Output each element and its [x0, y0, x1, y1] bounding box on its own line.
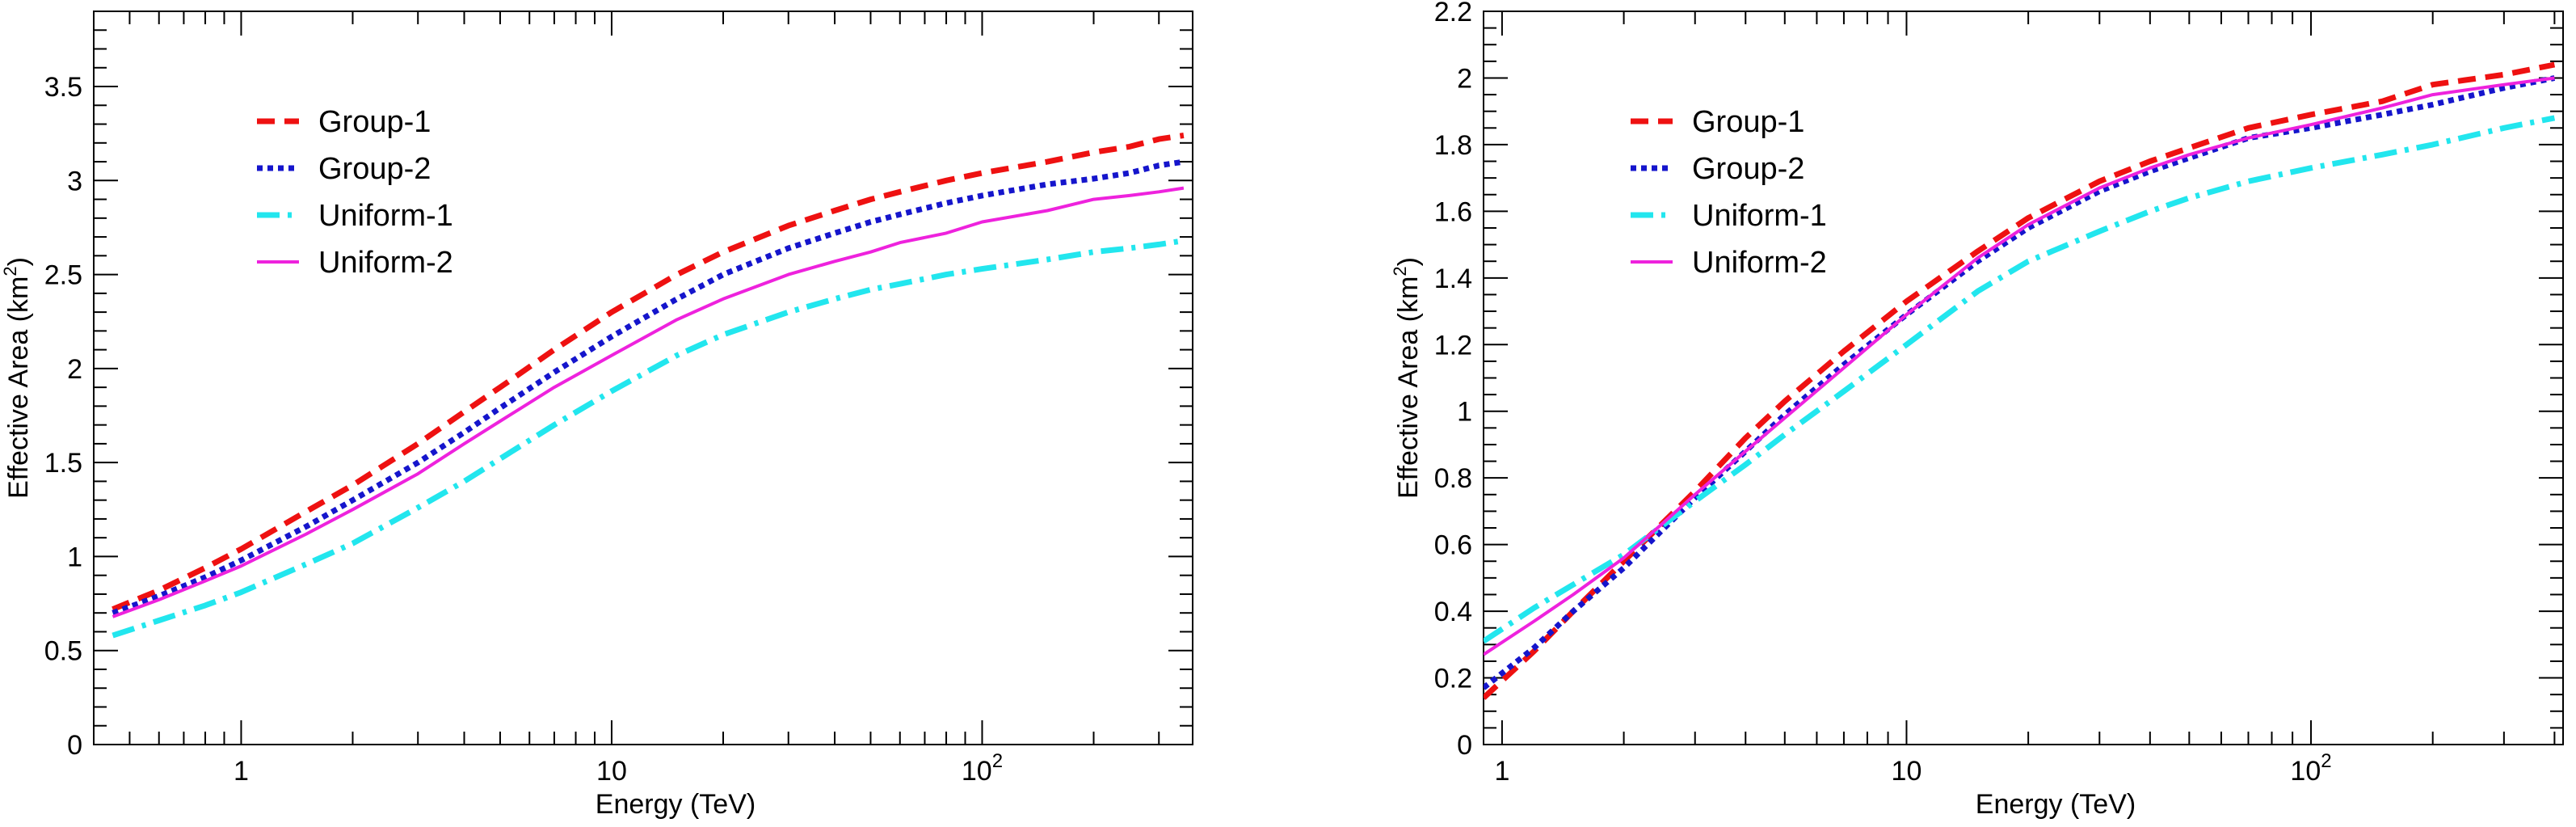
x-tick-label-base: 10	[2290, 756, 2321, 787]
legend-label: Uniform-2	[318, 246, 453, 280]
legend-label: Group-2	[1692, 152, 1804, 186]
y-tick-label: 3.5	[44, 72, 82, 103]
series-line-group-2	[112, 158, 1185, 616]
x-axis-title: Energy (TeV)	[596, 789, 756, 820]
legend-label: Uniform-1	[318, 199, 453, 233]
x-tick-label-exponent: 2	[2321, 750, 2331, 772]
x-axis-title: Energy (TeV)	[1976, 789, 2136, 820]
x-tick-label: 10	[596, 756, 627, 787]
plot-frame	[93, 11, 1193, 745]
x-tick-label: 10	[1892, 756, 1922, 787]
y-tick-label: 0.6	[1434, 530, 1472, 561]
y-tick-label: 1	[67, 542, 82, 572]
legend-label: Uniform-1	[1692, 199, 1827, 233]
x-tick-label-base: 1	[1494, 756, 1509, 787]
y-tick-label: 1.5	[44, 448, 82, 479]
x-tick-label-base: 1	[234, 756, 249, 787]
right-chart-panel: 1 10 10200.20.40.60.811.21.41.61.822.2Ener…	[1390, 0, 2564, 820]
y-axis-title-suffix: )	[3, 257, 34, 266]
y-tick-label: 2.2	[1434, 0, 1472, 27]
y-tick-label: 1	[1457, 397, 1472, 428]
series-line-uniform-2	[1484, 76, 2555, 656]
y-tick-label: 0	[1457, 730, 1472, 761]
y-tick-label: 2.5	[44, 260, 82, 291]
y-tick-label: 0.5	[44, 636, 82, 667]
legend-label: Group-1	[1692, 105, 1804, 139]
y-tick-label: 3	[67, 166, 82, 196]
y-axis-title-exponent: 2	[1390, 266, 1410, 276]
x-tick-label: 1	[1494, 756, 1509, 787]
y-tick-label: 0.2	[1434, 664, 1472, 694]
y-tick-label: 0	[67, 730, 82, 761]
y-tick-label: 1.6	[1434, 196, 1472, 227]
y-tick-label: 2	[67, 354, 82, 385]
y-axis-title-suffix: )	[1393, 257, 1424, 266]
series-line-group-1	[112, 133, 1185, 612]
y-axis-title-text: Effective Area (km	[3, 276, 34, 499]
x-tick-label-exponent: 2	[992, 750, 1003, 772]
y-tick-label: 0.4	[1434, 597, 1472, 627]
y-axis-title: Effective Area (km2)	[1390, 257, 1424, 499]
x-tick-label: 102	[962, 750, 1003, 787]
x-tick-label-base: 10	[1892, 756, 1922, 787]
x-tick-label: 102	[2290, 750, 2331, 787]
legend-label: Uniform-2	[1692, 246, 1827, 280]
y-tick-label: 1.2	[1434, 330, 1472, 361]
legend-label: Group-2	[318, 152, 431, 186]
x-tick-label-base: 10	[962, 756, 992, 787]
series-line-group-1	[1484, 61, 2556, 700]
y-axis-title-text: Effective Area (km	[1393, 276, 1424, 499]
y-tick-label: 1.8	[1434, 130, 1472, 161]
legend-label: Group-1	[318, 105, 431, 139]
y-tick-label: 0.8	[1434, 463, 1472, 494]
series-line-uniform-1	[1484, 115, 2556, 644]
series-line-group-2	[1484, 75, 2556, 690]
series-line-uniform-1	[112, 238, 1185, 639]
x-tick-label: 1	[234, 756, 249, 787]
y-tick-label: 1.4	[1434, 264, 1472, 294]
y-axis-title-exponent: 2	[0, 266, 20, 276]
series-line-uniform-2	[112, 186, 1185, 618]
y-axis-title: Effective Area (km2)	[0, 257, 34, 499]
y-tick-label: 2	[1457, 63, 1472, 94]
x-tick-label-base: 10	[596, 756, 627, 787]
